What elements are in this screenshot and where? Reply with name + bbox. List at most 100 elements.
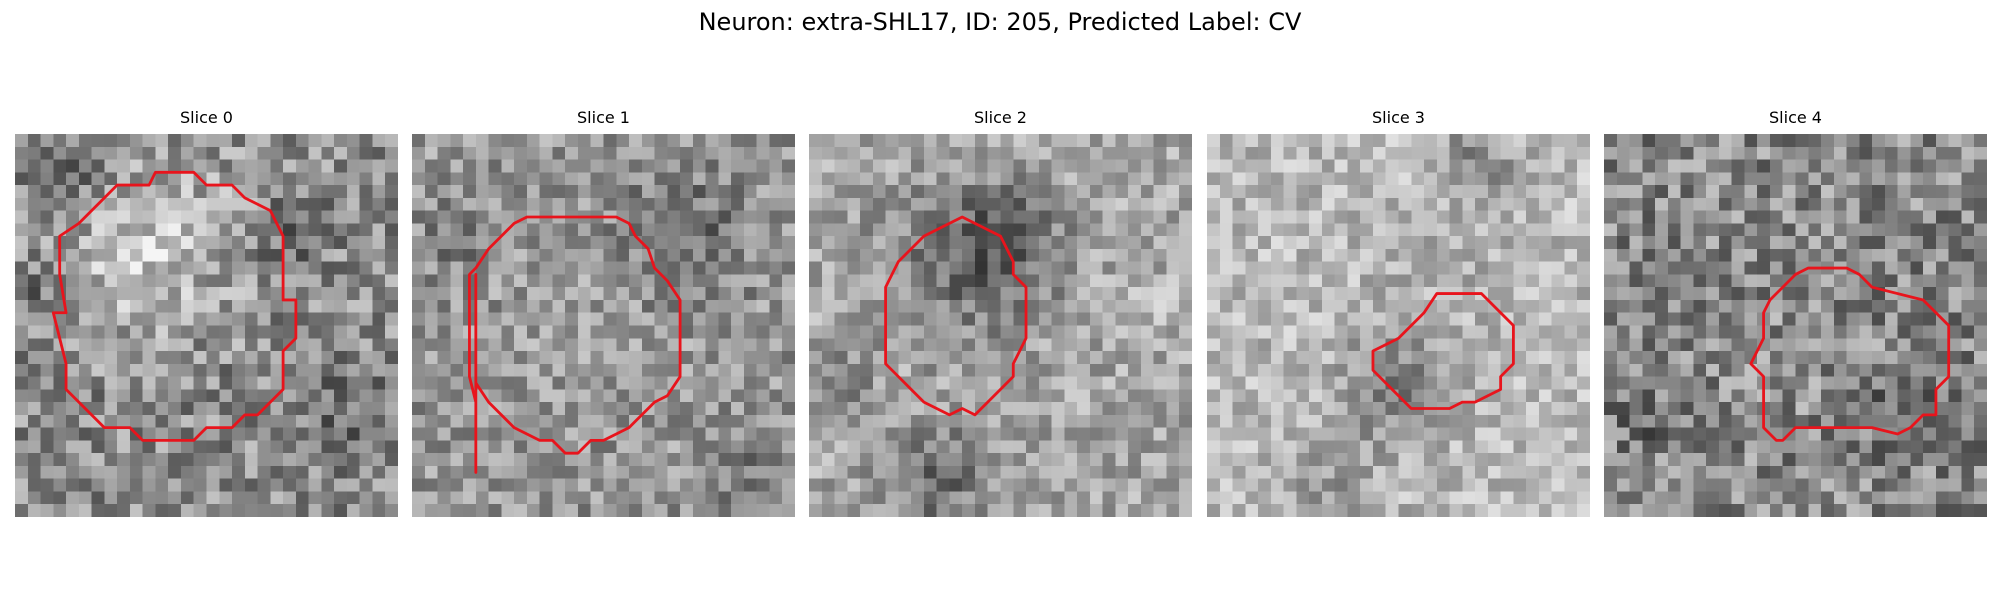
image-pixel (1128, 402, 1142, 416)
image-pixel (488, 172, 502, 186)
image-pixel (514, 197, 528, 211)
image-pixel (1564, 299, 1578, 313)
image-pixel (1179, 402, 1192, 416)
image-pixel (359, 159, 373, 173)
image-pixel (168, 389, 182, 403)
image-pixel (1526, 402, 1540, 416)
image-pixel (372, 146, 386, 160)
image-pixel (1424, 185, 1438, 199)
image-pixel (782, 363, 795, 377)
image-pixel (680, 223, 694, 237)
image-pixel (1500, 414, 1514, 428)
image-pixel (1564, 427, 1578, 441)
image-pixel (1706, 134, 1720, 148)
image-pixel (53, 440, 67, 454)
image-pixel (437, 351, 451, 365)
image-pixel (334, 440, 348, 454)
image-pixel (834, 223, 848, 237)
image-pixel (1961, 197, 1975, 211)
image-pixel (206, 146, 220, 160)
image-pixel (1321, 402, 1335, 416)
image-pixel (1948, 312, 1962, 326)
image-pixel (1487, 465, 1501, 479)
image-pixel (27, 504, 41, 517)
image-pixel (680, 172, 694, 186)
image-pixel (40, 376, 54, 390)
image-pixel (1077, 261, 1091, 275)
image-pixel (898, 325, 912, 339)
image-pixel (1693, 248, 1707, 262)
image-pixel (1731, 376, 1745, 390)
image-pixel (1347, 185, 1361, 199)
image-pixel (1872, 491, 1886, 505)
image-pixel (1744, 274, 1758, 288)
image-pixel (321, 185, 335, 199)
image-pixel (1102, 363, 1116, 377)
image-pixel (193, 312, 207, 326)
image-pixel (1616, 402, 1630, 416)
image-pixel (1077, 338, 1091, 352)
image-pixel (1115, 478, 1129, 492)
image-pixel (1923, 159, 1937, 173)
image-pixel (129, 210, 143, 224)
image-pixel (1270, 312, 1284, 326)
image-pixel (1564, 197, 1578, 211)
image-pixel (987, 491, 1001, 505)
image-pixel (1667, 504, 1681, 517)
image-pixel (359, 236, 373, 250)
image-pixel (1000, 504, 1014, 517)
image-pixel (232, 312, 246, 326)
image-pixel (1948, 299, 1962, 313)
image-pixel (1833, 402, 1847, 416)
image-pixel (168, 414, 182, 428)
image-pixel (1026, 325, 1040, 339)
image-pixel (168, 440, 182, 454)
image-pixel (1102, 338, 1116, 352)
image-pixel (1667, 146, 1681, 160)
image-pixel (629, 134, 643, 148)
image-pixel (1513, 146, 1527, 160)
image-pixel (1321, 159, 1335, 173)
image-pixel (1321, 312, 1335, 326)
image-pixel (885, 134, 899, 148)
image-pixel (15, 363, 29, 377)
image-pixel (1821, 338, 1835, 352)
image-pixel (1667, 338, 1681, 352)
image-pixel (1153, 274, 1167, 288)
image-pixel (66, 134, 80, 148)
image-pixel (565, 376, 579, 390)
image-pixel (1179, 414, 1192, 428)
image-pixel (1207, 414, 1221, 428)
image-pixel (834, 236, 848, 250)
image-pixel (412, 351, 426, 365)
image-pixel (385, 223, 398, 237)
image-pixel (1526, 440, 1540, 454)
image-pixel (1526, 197, 1540, 211)
image-pixel (898, 427, 912, 441)
image-pixel (1884, 453, 1898, 467)
image-pixel (412, 363, 426, 377)
image-pixel (577, 223, 591, 237)
image-pixel (705, 197, 719, 211)
image-pixel (1128, 134, 1142, 148)
image-pixel (91, 159, 105, 173)
image-pixel (1884, 504, 1898, 517)
image-pixel (603, 325, 617, 339)
image-pixel (1935, 325, 1949, 339)
image-pixel (1258, 414, 1272, 428)
image-pixel (1026, 338, 1040, 352)
image-pixel (1140, 172, 1154, 186)
image-pixel (27, 146, 41, 160)
image-pixel (1846, 287, 1860, 301)
image-pixel (180, 427, 194, 441)
image-pixel (295, 440, 309, 454)
image-pixel (692, 197, 706, 211)
image-pixel (539, 159, 553, 173)
image-pixel (1782, 325, 1796, 339)
image-pixel (1462, 210, 1476, 224)
image-pixel (911, 159, 925, 173)
image-pixel (257, 248, 271, 262)
image-pixel (1846, 325, 1860, 339)
image-pixel (295, 325, 309, 339)
image-pixel (680, 299, 694, 313)
